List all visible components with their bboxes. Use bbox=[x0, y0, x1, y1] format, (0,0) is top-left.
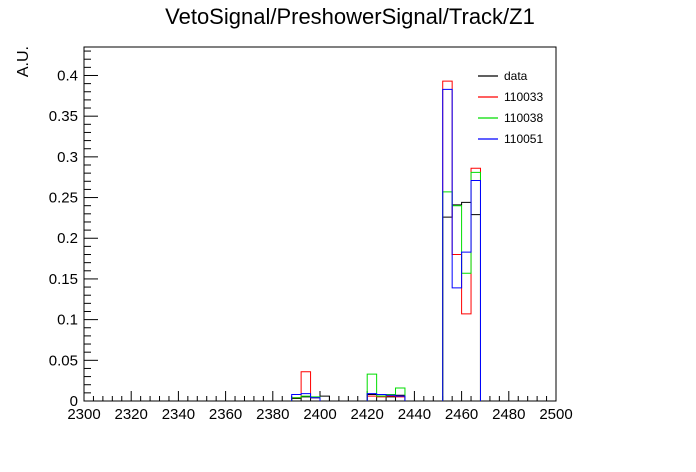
legend: data 110033 110038 110051 bbox=[478, 69, 543, 146]
axis-tick-labels: 2300 2320 2340 2360 2380 2400 2420 2440 2460 2480… bbox=[49, 67, 573, 423]
plot-border bbox=[83, 46, 557, 402]
y-tick-label: 0.05 bbox=[49, 352, 78, 369]
y-tick-label: 0.4 bbox=[57, 67, 78, 84]
x-tick-label: 2320 bbox=[115, 406, 148, 423]
x-tick-label: 2400 bbox=[303, 406, 336, 423]
y-tick-label: 0.35 bbox=[49, 108, 78, 125]
plot-frame bbox=[83, 46, 557, 402]
x-tick-label: 2440 bbox=[398, 406, 431, 423]
x-tick-label: 2300 bbox=[67, 406, 100, 423]
y-tick-label: 0.1 bbox=[57, 312, 78, 329]
histogram-bar-run bbox=[366, 393, 406, 401]
x-tick-label: 2340 bbox=[162, 406, 195, 423]
chart-title: VetoSignal/PreshowerSignal/Track/Z1 bbox=[165, 4, 535, 29]
histogram-bar-run bbox=[442, 88, 481, 401]
y-tick-label: 0 bbox=[70, 393, 78, 410]
legend-label: data bbox=[504, 69, 528, 83]
y-tick-label: 0.25 bbox=[49, 190, 78, 207]
y-tick-label: 0.3 bbox=[57, 149, 78, 166]
y-axis-title: A.U. bbox=[15, 46, 32, 77]
x-tick-label: 2360 bbox=[209, 406, 242, 423]
x-tick-label: 2420 bbox=[351, 406, 384, 423]
legend-label: 110051 bbox=[504, 132, 543, 146]
y-tick-label: 0.2 bbox=[57, 230, 78, 247]
y-tick-label: 0.15 bbox=[49, 271, 78, 288]
x-tick-label: 2380 bbox=[256, 406, 289, 423]
histogram-bar-run bbox=[442, 171, 481, 401]
legend-label: 110038 bbox=[504, 111, 543, 125]
axis-ticks bbox=[83, 50, 557, 402]
histogram-bar-run bbox=[291, 393, 321, 401]
x-tick-label: 2460 bbox=[445, 406, 478, 423]
histogram-bar-run bbox=[291, 395, 321, 401]
series-110051 bbox=[291, 88, 481, 401]
histogram-bar-run bbox=[442, 201, 481, 401]
series-layer bbox=[291, 80, 481, 401]
x-tick-label: 2480 bbox=[492, 406, 525, 423]
legend-label: 110033 bbox=[504, 90, 543, 104]
x-tick-label: 2500 bbox=[539, 406, 572, 423]
